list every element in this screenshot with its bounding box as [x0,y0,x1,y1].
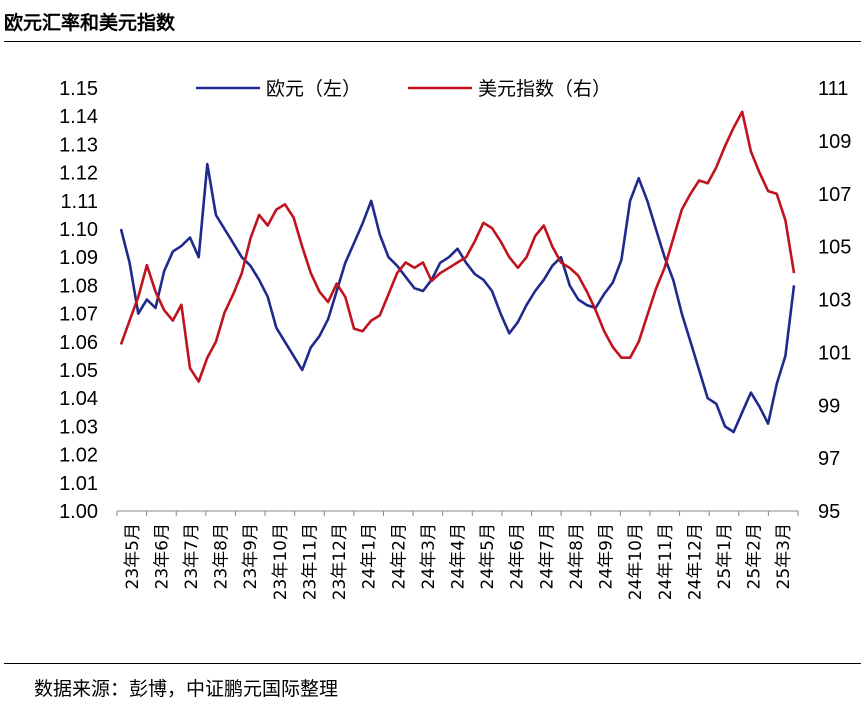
x-tick-label: 24年7月 [537,523,557,589]
x-tick-label: 23年6月 [152,523,172,589]
y-left-tick-label: 1.00 [59,501,98,523]
series-line-1 [119,110,796,383]
x-tick-label: 24年10月 [626,523,646,600]
x-tick-label: 24年12月 [685,523,705,600]
chart-title: 欧元汇率和美元指数 [4,12,176,34]
x-tick-label: 23年10月 [271,523,291,600]
series-line-0 [119,162,796,434]
source-note: 数据来源：彭博，中证鹏元国际整理 [34,678,339,700]
y-left-tick-label: 1.03 [59,416,98,438]
plot-area: 1.15 1.14 1.13 1.12 1.11 1.10 1.09 1.08 1.07 1.06… [59,78,851,600]
y-right-tick-label: 103 [818,290,851,312]
x-tick-label: 24年2月 [389,523,409,589]
y-left-tick-label: 1.13 [59,134,98,156]
y-right-tick-label: 105 [818,237,851,259]
x-tick-label: 24年6月 [508,523,528,589]
y-right-tick-label: 95 [818,501,840,523]
y-right-tick-label: 109 [818,131,851,153]
y-right-tick-label: 107 [818,184,851,206]
x-tick-label: 24年8月 [567,523,587,589]
x-tick-label: 23年12月 [330,523,350,600]
legend-label-0: 欧元（左） [266,78,361,100]
x-tick-label: 24年9月 [597,523,617,589]
y-left-tick-label: 1.11 [61,191,98,213]
y-left-tick-label: 1.14 [59,106,98,128]
footer-rule [4,663,861,664]
y-right-tick-label: 97 [818,448,840,470]
y-right-tick-label: 111 [818,78,848,100]
x-tick-label: 25年3月 [774,523,794,589]
x-tick-label: 24年1月 [360,523,380,589]
y-left-tick-label: 1.10 [59,219,98,241]
y-left-tick-label: 1.09 [59,247,98,269]
y-left-tick-label: 1.05 [59,360,98,382]
x-tick-label: 24年5月 [478,523,498,589]
x-tick-label: 23年9月 [241,523,261,589]
x-tick-label: 23年8月 [212,523,232,589]
y-left-tick-label: 1.07 [59,304,98,326]
x-tick-label: 23年7月 [182,523,202,589]
x-tick-label: 25年2月 [745,523,765,589]
x-tick-label: 25年1月 [715,523,735,589]
y-left-tick-label: 1.06 [59,332,98,354]
y-left-tick-label: 1.04 [59,388,98,410]
x-tick-label: 24年3月 [419,523,439,589]
x-tick-label: 23年5月 [123,523,143,589]
y-left-tick-label: 1.01 [59,473,98,495]
y-right-tick-label: 99 [818,395,840,417]
legend-label-1: 美元指数（右） [478,78,611,100]
y-left-tick-label: 1.12 [59,163,98,185]
x-tick-label: 24年11月 [656,523,676,600]
y-left-tick-label: 1.15 [59,78,98,100]
y-left-tick-label: 1.02 [59,445,98,467]
title-rule [4,41,861,42]
x-tick-label: 23年11月 [300,523,320,600]
y-left-tick-label: 1.08 [59,275,98,297]
x-tick-label: 24年4月 [449,523,469,589]
y-right-tick-label: 101 [818,342,851,364]
